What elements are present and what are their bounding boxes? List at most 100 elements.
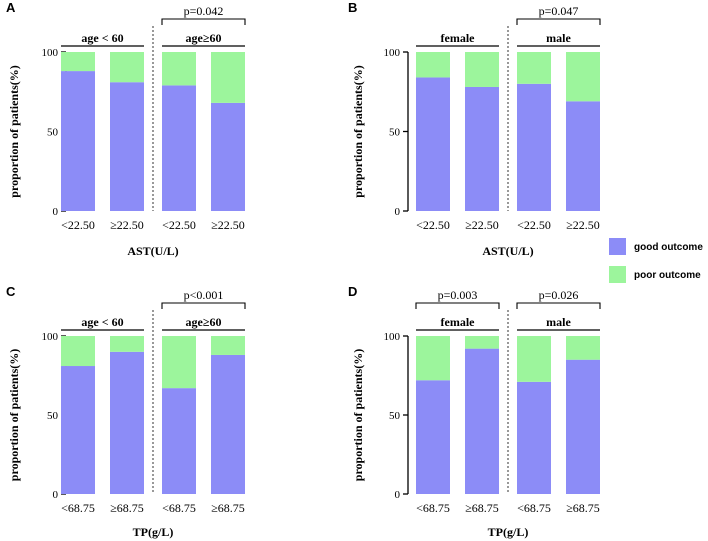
x-tick-label: <68.75 xyxy=(61,501,95,515)
group-label: female xyxy=(441,315,476,329)
y-tick-label: 0 xyxy=(395,206,401,218)
x-tick-label: ≥68.75 xyxy=(465,501,499,515)
panel-letter: A xyxy=(6,0,16,15)
legend-swatch-poor-outcome xyxy=(609,266,626,283)
x-tick-label: ≥22.50 xyxy=(211,218,245,232)
legend-swatch-good-outcome xyxy=(609,238,626,255)
bar-good-outcome xyxy=(110,82,144,212)
bar-poor-outcome xyxy=(566,52,600,102)
y-axis-label: proportion of patients(%) xyxy=(7,65,21,197)
bar-good-outcome xyxy=(566,359,600,494)
x-tick-label: ≥68.75 xyxy=(211,501,245,515)
y-tick-label: 100 xyxy=(42,47,59,59)
x-tick-label: <68.75 xyxy=(162,501,196,515)
pvalue-label: p=0.042 xyxy=(184,4,224,18)
x-axis-label: AST(U/L) xyxy=(127,244,178,258)
y-tick-label: 50 xyxy=(389,410,401,422)
bar-good-outcome xyxy=(416,380,450,494)
y-tick-label: 50 xyxy=(47,127,59,139)
pvalue-bracket xyxy=(415,302,500,309)
bar-good-outcome xyxy=(61,366,95,494)
bar-poor-outcome xyxy=(61,52,95,72)
bar-good-outcome xyxy=(465,348,499,494)
pvalue-bracket xyxy=(161,18,246,25)
bar-poor-outcome xyxy=(465,52,499,87)
legend-label-poor-outcome: poor outcome xyxy=(634,270,701,281)
bar-good-outcome xyxy=(517,381,551,494)
pvalue-label: p=0.026 xyxy=(539,288,579,302)
bar-poor-outcome xyxy=(517,336,551,382)
bar-good-outcome xyxy=(162,388,196,494)
x-tick-label: <22.50 xyxy=(162,218,196,232)
group-label: male xyxy=(546,315,571,329)
y-axis-label: proportion of patients(%) xyxy=(351,65,365,197)
y-axis-label: proportion of patients(%) xyxy=(7,349,21,481)
bar-poor-outcome xyxy=(162,336,196,389)
bar-poor-outcome xyxy=(211,52,245,103)
group-label: age≥60 xyxy=(186,315,222,329)
bar-good-outcome xyxy=(110,351,144,494)
pvalue-bracket xyxy=(516,302,601,309)
x-tick-label: <22.50 xyxy=(416,218,450,232)
group-label: age < 60 xyxy=(81,31,123,45)
bar-poor-outcome xyxy=(416,52,450,78)
y-tick-label: 0 xyxy=(53,206,59,218)
bar-poor-outcome xyxy=(517,52,551,84)
bar-poor-outcome xyxy=(110,52,144,83)
pvalue-label: p=0.047 xyxy=(539,4,579,18)
y-tick-label: 0 xyxy=(395,489,401,501)
x-tick-label: ≥22.50 xyxy=(465,218,499,232)
y-tick-label: 100 xyxy=(384,47,401,59)
x-tick-label: <22.50 xyxy=(61,218,95,232)
bar-good-outcome xyxy=(517,83,551,211)
bar-poor-outcome xyxy=(465,336,499,349)
x-axis-label: TP(g/L) xyxy=(133,525,174,539)
y-tick-label: 50 xyxy=(47,410,59,422)
bar-good-outcome xyxy=(465,86,499,211)
bar-poor-outcome xyxy=(566,336,600,360)
x-tick-label: ≥68.75 xyxy=(566,501,600,515)
x-axis-label: AST(U/L) xyxy=(482,244,533,258)
x-tick-label: ≥22.50 xyxy=(110,218,144,232)
y-axis-label: proportion of patients(%) xyxy=(351,349,365,481)
pvalue-bracket xyxy=(161,302,246,309)
x-tick-label: ≥68.75 xyxy=(110,501,144,515)
bar-good-outcome xyxy=(162,85,196,211)
bar-good-outcome xyxy=(61,71,95,211)
x-axis-label: TP(g/L) xyxy=(488,525,529,539)
y-tick-label: 100 xyxy=(42,331,59,343)
bar-good-outcome xyxy=(416,77,450,211)
x-tick-label: ≥22.50 xyxy=(566,218,600,232)
x-tick-label: <68.75 xyxy=(517,501,551,515)
group-label: female xyxy=(441,31,476,45)
pvalue-label: p=0.003 xyxy=(438,288,478,302)
panel-letter: D xyxy=(348,284,357,299)
panel-letter: B xyxy=(348,0,357,15)
bar-poor-outcome xyxy=(162,52,196,86)
panel-letter: C xyxy=(6,284,16,299)
y-tick-label: 0 xyxy=(53,489,59,501)
bar-poor-outcome xyxy=(110,336,144,352)
bar-good-outcome xyxy=(211,354,245,494)
group-label: age≥60 xyxy=(186,31,222,45)
x-tick-label: <68.75 xyxy=(416,501,450,515)
x-tick-label: <22.50 xyxy=(517,218,551,232)
bar-good-outcome xyxy=(211,102,245,211)
bar-poor-outcome xyxy=(416,336,450,381)
bar-poor-outcome xyxy=(211,336,245,355)
bar-good-outcome xyxy=(566,101,600,211)
bar-poor-outcome xyxy=(61,336,95,367)
pvalue-label: p<0.001 xyxy=(184,288,224,302)
y-tick-label: 50 xyxy=(389,127,401,139)
group-label: age < 60 xyxy=(81,315,123,329)
legend-label-good-outcome: good outcome xyxy=(634,242,703,253)
group-label: male xyxy=(546,31,571,45)
y-tick-label: 100 xyxy=(384,331,401,343)
pvalue-bracket xyxy=(516,18,601,25)
legend: good outcome poor outcome xyxy=(609,238,703,283)
